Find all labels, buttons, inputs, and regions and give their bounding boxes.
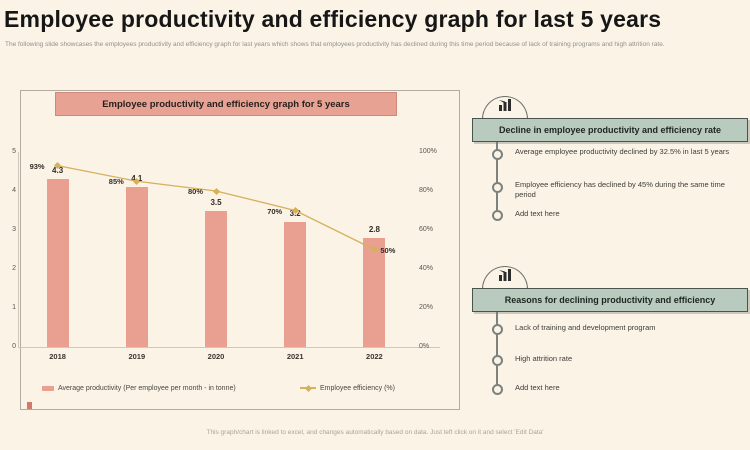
panel-header-reasons[interactable]: Reasons for declining productivity and e… (472, 288, 748, 312)
legend-item-efficiency[interactable]: Employee efficiency (%) (300, 383, 395, 393)
productivity-decline-icon (498, 98, 513, 117)
bullet-node-icon (492, 182, 503, 193)
chart-title-banner: Employee productivity and efficiency gra… (55, 92, 397, 116)
panel-item[interactable]: Employee efficiency has declined by 45% … (515, 180, 725, 199)
line-swatch-icon (300, 387, 316, 389)
bullet-node-icon (492, 324, 503, 335)
panel-item[interactable]: Add text here (515, 209, 560, 218)
legend-label: Employee efficiency (%) (320, 384, 395, 392)
y-axis-line (18, 152, 19, 347)
y-axis-tick: 4 (12, 187, 16, 194)
panel-item[interactable]: Add text here (515, 383, 560, 392)
chart-selection-handle[interactable] (27, 402, 32, 409)
bullet-node-icon (492, 149, 503, 160)
footer-note: This graph/chart is linked to excel, and… (206, 429, 544, 436)
page-subtitle: The following slide showcases the employ… (5, 41, 665, 48)
legend-label: Average productivity (Per employee per m… (58, 384, 236, 392)
y-axis-tick: 1 (12, 304, 16, 311)
chart-frame[interactable] (20, 90, 460, 410)
y-axis-tick: 5 (12, 148, 16, 155)
legend-item-productivity[interactable]: Average productivity (Per employee per m… (42, 383, 236, 393)
panel-item[interactable]: High attrition rate (515, 354, 573, 363)
panel-item[interactable]: Lack of training and development program (515, 323, 656, 332)
panel-arc (482, 96, 528, 119)
declining-reasons-icon (498, 268, 513, 287)
bullet-node-icon (492, 384, 503, 395)
panel-arc (482, 266, 528, 289)
y-axis-tick: 2 (12, 265, 16, 272)
bar-swatch-icon (42, 385, 54, 391)
panel-connector (496, 140, 498, 216)
page-title: Employee productivity and efficiency gra… (4, 6, 662, 32)
y-axis-tick: 3 (12, 226, 16, 233)
bullet-node-icon (492, 210, 503, 221)
y-axis-tick: 0 (12, 343, 16, 350)
panel-item[interactable]: Average employee productivity declined b… (515, 147, 730, 156)
bullet-node-icon (492, 355, 503, 366)
panel-connector (496, 310, 498, 390)
panel-header-decline[interactable]: Decline in employee productivity and eff… (472, 118, 748, 142)
